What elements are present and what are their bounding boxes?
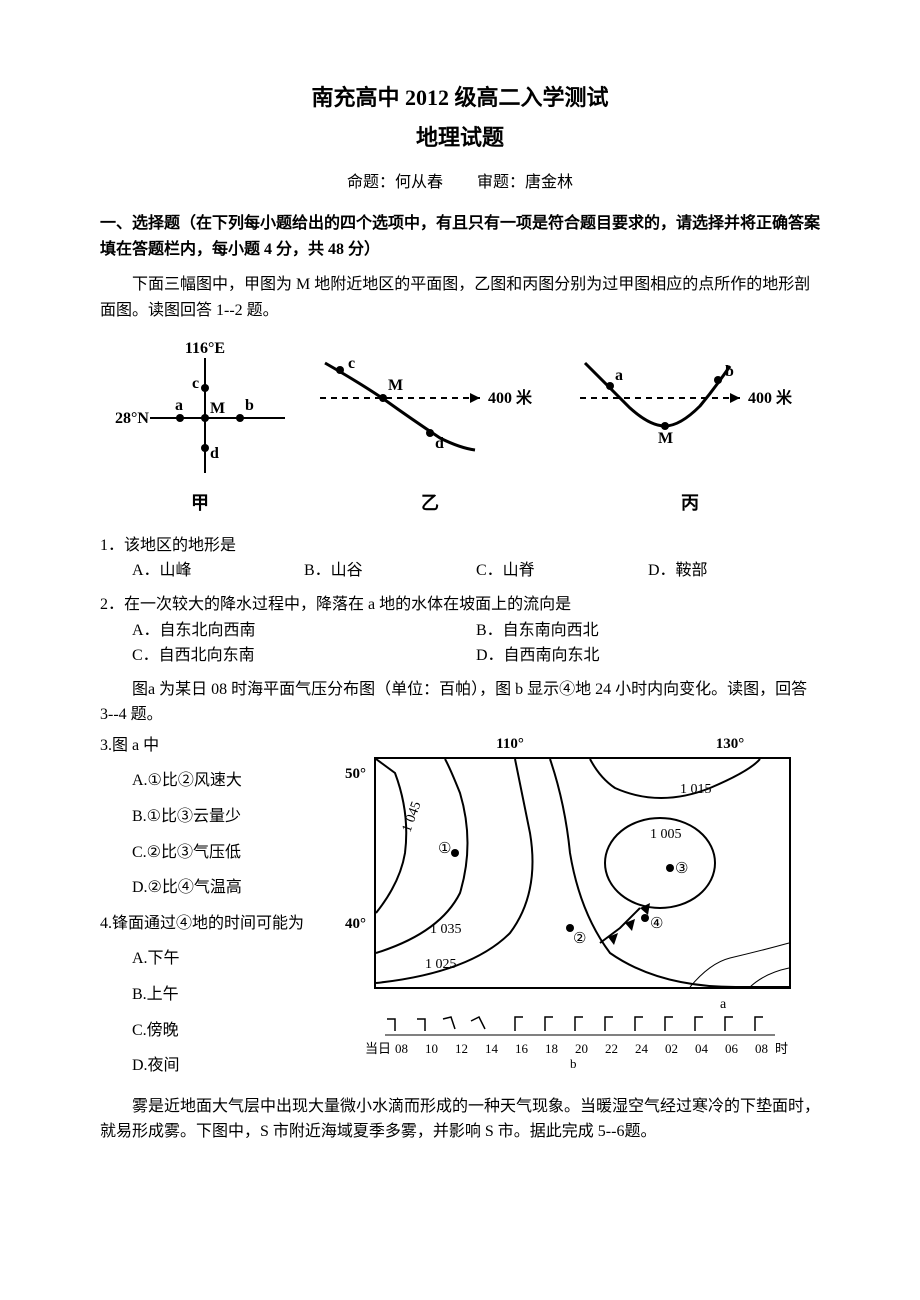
q2-opt-b: B．自东南向西北 (476, 618, 820, 644)
q3-opt-b: B.①比③云量少 (132, 804, 330, 830)
svg-text:12: 12 (455, 1041, 468, 1056)
q4-stem: 4.锋面通过④地的时间可能为 (100, 911, 330, 937)
authors-line: 命题：何从春 审题：唐金林 (100, 170, 820, 196)
figure-jia-svg: 116°E 28°N a b c d M (110, 338, 290, 478)
q1-options: A．山峰 B．山谷 C．山脊 D．鞍部 (132, 558, 820, 584)
svg-text:400 米: 400 米 (748, 388, 793, 407)
svg-text:③: ③ (675, 861, 688, 877)
question-2: 2．在一次较大的降水过程中，降落在 a 地的水体在坡面上的流向是 A．自东北向西… (100, 592, 820, 669)
q3-q4-left: 3.图 a 中 A.①比②风速大 B.①比③云量少 C.②比③气压低 D.②比④… (100, 733, 330, 1089)
svg-text:16: 16 (515, 1041, 529, 1056)
section-1-header: 一、选择题（在下列每小题给出的四个选项中，有且只有一项是符合题目要求的，请选择并… (100, 211, 820, 262)
svg-text:1 005: 1 005 (650, 827, 682, 842)
q1-opt-a: A．山峰 (132, 558, 304, 584)
svg-text:①: ① (438, 841, 451, 857)
svg-text:08: 08 (395, 1041, 408, 1056)
svg-text:当日: 当日 (365, 1041, 391, 1056)
q2-opt-d: D．自西南向东北 (476, 643, 820, 669)
svg-text:18: 18 (545, 1041, 558, 1056)
figure-bing-caption: 丙 (570, 489, 810, 518)
intro-para-1: 下面三幅图中，甲图为 M 地附近地区的平面图，乙图和丙图分别为过甲图相应的点所作… (100, 272, 820, 323)
svg-text:24: 24 (635, 1041, 649, 1056)
svg-text:a: a (720, 997, 727, 1012)
svg-text:02: 02 (665, 1041, 678, 1056)
svg-text:50°: 50° (345, 766, 366, 782)
q1-stem: 1．该地区的地形是 (100, 533, 820, 559)
svg-text:116°E: 116°E (185, 340, 225, 357)
svg-text:④: ④ (650, 916, 663, 932)
q4-opt-b: B.上午 (132, 982, 330, 1008)
figure-bing: 400 米 a M b 丙 (570, 338, 810, 517)
figure-yi-caption: 乙 (310, 489, 550, 518)
svg-text:a: a (615, 367, 623, 384)
svg-text:1 025: 1 025 (425, 957, 457, 972)
figure-yi: 400 米 c M d 乙 (310, 338, 550, 517)
svg-text:06: 06 (725, 1041, 739, 1056)
svg-text:b: b (245, 397, 254, 414)
svg-text:400 米: 400 米 (488, 388, 533, 407)
svg-text:40°: 40° (345, 916, 366, 932)
reviewer-label: 审题：唐金林 (477, 174, 573, 191)
svg-text:a: a (175, 397, 183, 414)
figure-jia: 116°E 28°N a b c d M 甲 (110, 338, 290, 517)
figure-yi-svg: 400 米 c M d (310, 338, 550, 478)
svg-text:c: c (348, 355, 355, 372)
figure-2-container: 110° 130° 50° 40° 1 045 1 035 1 025 1 01… (330, 733, 820, 1082)
svg-text:b: b (725, 363, 734, 380)
q3-q4-layout: 3.图 a 中 A.①比②风速大 B.①比③云量少 C.②比③气压低 D.②比④… (100, 733, 820, 1089)
svg-text:08: 08 (755, 1041, 768, 1056)
title-main: 南充高中 2012 级高二入学测试 (100, 80, 820, 115)
q3-opt-d: D.②比④气温高 (132, 875, 330, 901)
q3-opt-a: A.①比②风速大 (132, 768, 330, 794)
svg-text:14: 14 (485, 1041, 499, 1056)
q4-opt-d: D.夜间 (132, 1053, 330, 1079)
figure-row-1: 116°E 28°N a b c d M 甲 400 米 c M (100, 338, 820, 517)
q3-stem: 3.图 a 中 (100, 733, 330, 759)
q2-opt-a: A．自东北向西南 (132, 618, 476, 644)
q1-opt-b: B．山谷 (304, 558, 476, 584)
svg-text:②: ② (573, 931, 586, 947)
question-1: 1．该地区的地形是 A．山峰 B．山谷 C．山脊 D．鞍部 (100, 533, 820, 584)
q2-options: A．自东北向西南 B．自东南向西北 C．自西北向东南 D．自西南向东北 (132, 618, 820, 669)
svg-text:20: 20 (575, 1041, 588, 1056)
intro-para-3: 雾是近地面大气层中出现大量微小水滴而形成的一种天气现象。当暖湿空气经过寒冷的下垫… (100, 1094, 820, 1145)
svg-text:10: 10 (425, 1041, 438, 1056)
q3-opt-c: C.②比③气压低 (132, 840, 330, 866)
svg-text:M: M (388, 377, 403, 394)
figure-bing-svg: 400 米 a M b (570, 338, 810, 478)
svg-text:110°: 110° (497, 736, 525, 752)
figure-jia-caption: 甲 (110, 489, 290, 518)
q4-opt-c: C.傍晚 (132, 1018, 330, 1044)
q2-stem: 2．在一次较大的降水过程中，降落在 a 地的水体在坡面上的流向是 (100, 592, 820, 618)
svg-text:d: d (435, 435, 444, 452)
svg-text:M: M (210, 400, 225, 417)
svg-text:d: d (210, 445, 219, 462)
svg-text:b: b (570, 1056, 577, 1071)
intro-para-2: 图a 为某日 08 时海平面气压分布图（单位：百帕），图 b 显示④地 24 小… (100, 677, 820, 728)
svg-text:04: 04 (695, 1041, 709, 1056)
q1-opt-c: C．山脊 (476, 558, 648, 584)
title-sub: 地理试题 (100, 120, 820, 155)
author-label: 命题：何从春 (347, 174, 443, 191)
q4-opt-a: A.下午 (132, 946, 330, 972)
figure-2-svg: 110° 130° 50° 40° 1 045 1 035 1 025 1 01… (330, 733, 810, 1073)
svg-text:M: M (658, 430, 673, 447)
svg-text:c: c (192, 375, 199, 392)
svg-text:1 035: 1 035 (430, 922, 462, 937)
svg-text:28°N: 28°N (115, 410, 149, 427)
svg-text:130°: 130° (716, 736, 745, 752)
q1-opt-d: D．鞍部 (648, 558, 820, 584)
svg-text:1 015: 1 015 (680, 782, 712, 797)
q2-opt-c: C．自西北向东南 (132, 643, 476, 669)
svg-text:22: 22 (605, 1041, 618, 1056)
svg-text:时: 时 (775, 1041, 788, 1056)
